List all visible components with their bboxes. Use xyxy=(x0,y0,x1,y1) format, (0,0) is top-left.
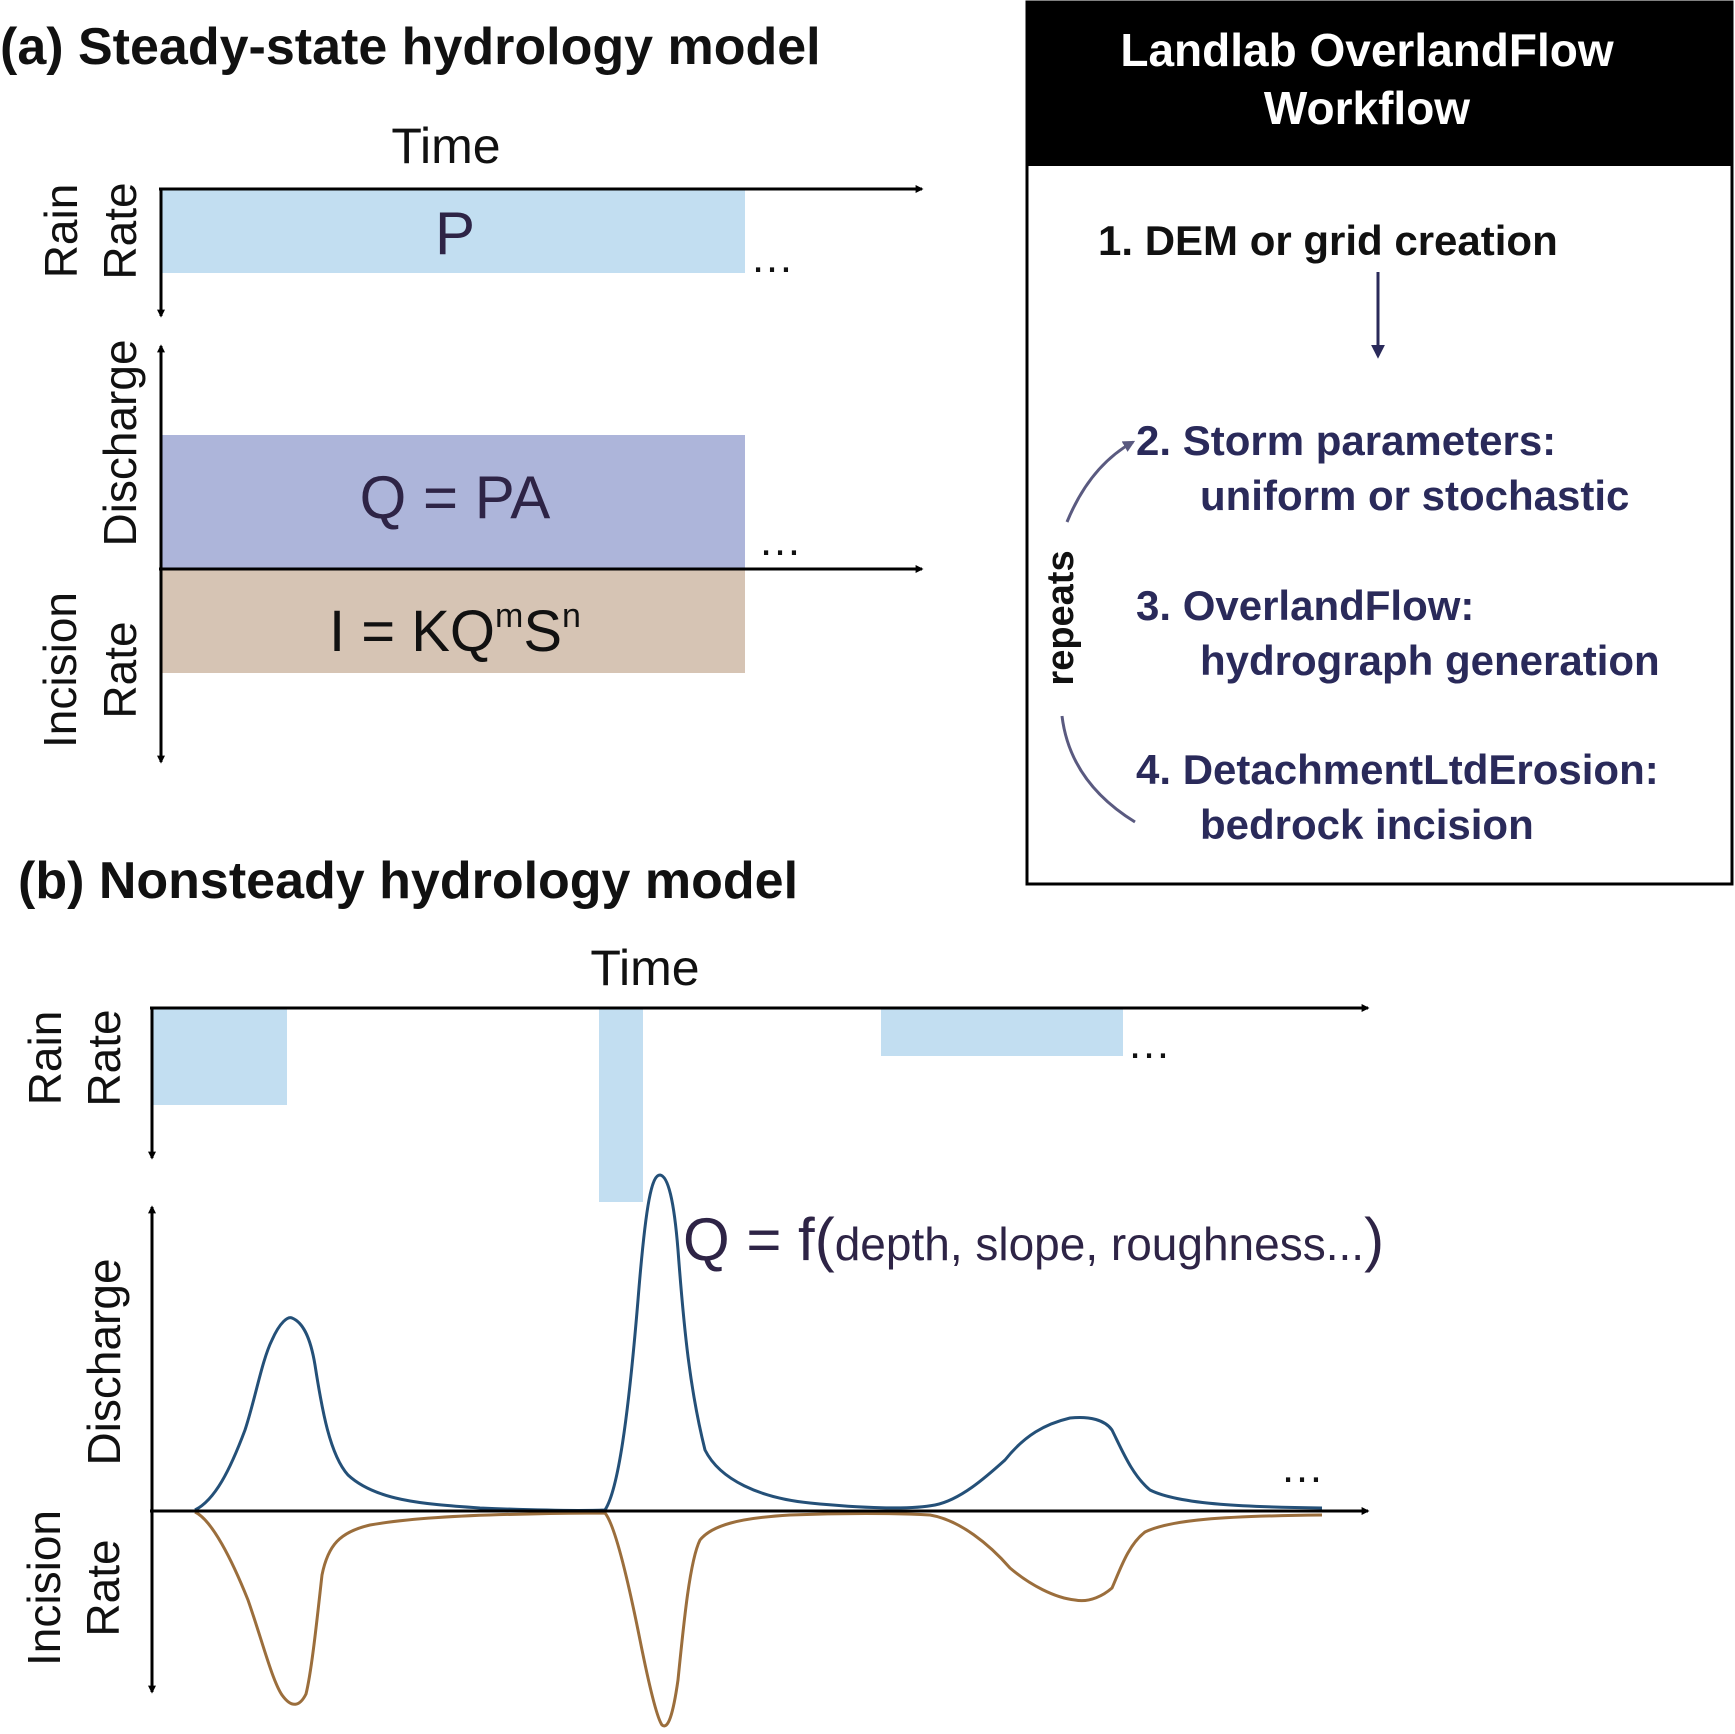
panel-b-hydrograph-curve xyxy=(194,1173,1323,1512)
panel-a-rain-ellipsis: … xyxy=(750,233,794,282)
panel-b-discharge-eq-args: depth, slope, roughness... xyxy=(835,1218,1364,1270)
panel-b-discharge-eq-close: ) xyxy=(1364,1206,1384,1273)
panel-a-discharge-eq: Q = PA xyxy=(360,464,551,531)
panel-a-rain-symbol: P xyxy=(435,200,475,267)
workflow-header-line-1: Landlab OverlandFlow xyxy=(1120,24,1614,76)
workflow-step-1: 1. DEM or grid creation xyxy=(1098,217,1558,264)
panel-a-incision-label-2: Rate xyxy=(94,621,146,718)
panel-a-incision-eq-S: S xyxy=(523,599,562,664)
panel-b-rain-label-1: Rain xyxy=(19,1011,71,1106)
panel-b-rain-label-2: Rate xyxy=(78,1009,130,1106)
workflow-step-3-line-2: hydrograph generation xyxy=(1200,637,1660,684)
workflow-step-3-line-1: 3. OverlandFlow: xyxy=(1136,582,1474,629)
panel-b-incision-label-2: Rate xyxy=(77,1539,129,1636)
workflow-step-2-line-1: 2. Storm parameters: xyxy=(1136,417,1556,464)
panel-b-incision-curve xyxy=(194,1510,1323,1728)
panel-a-title: (a) Steady-state hydrology model xyxy=(0,18,821,76)
panel-a-discharge-label: Discharge xyxy=(94,339,146,546)
panel-a-incision-box xyxy=(161,569,745,673)
workflow-header xyxy=(1027,2,1732,166)
panel-b-time-label: Time xyxy=(590,940,699,996)
workflow-box: Landlab OverlandFlow Workflow 1. DEM or … xyxy=(1025,0,1734,886)
panel-b-rain-bar-2 xyxy=(599,1008,643,1202)
panel-b-rain-bar-1 xyxy=(152,1008,287,1105)
workflow-repeat-arc-lower xyxy=(1060,715,1136,824)
panel-b-incision-label-1: Incision xyxy=(18,1510,70,1666)
workflow-step-4-line-2: bedrock incision xyxy=(1200,801,1534,848)
panel-b-rain-bar-3 xyxy=(881,1008,1123,1056)
panel-b-discharge-eq-main: Q = f( xyxy=(683,1206,835,1273)
panel-a-rain-label-2: Rate xyxy=(94,182,146,279)
workflow-step-4-line-1: 4. DetachmentLtdErosion: xyxy=(1136,746,1659,793)
panel-a-incision-eq-m: m xyxy=(495,597,523,635)
panel-b: (b) Nonsteady hydrology model Time … Rai… xyxy=(18,852,1384,1728)
panel-a-rain-label-1: Rain xyxy=(35,184,87,279)
workflow-repeats-label: repeats xyxy=(1040,550,1082,685)
panel-b-title: (b) Nonsteady hydrology model xyxy=(18,852,798,910)
panel-b-discharge-ellipsis: … xyxy=(1280,1443,1324,1492)
panel-a-time-label: Time xyxy=(391,118,500,174)
panel-b-discharge-label: Discharge xyxy=(78,1258,130,1465)
panel-a-incision-eq-main: I = KQ xyxy=(329,599,495,664)
panel-b-rain-ellipsis: … xyxy=(1127,1019,1171,1068)
panel-a-discharge-ellipsis: … xyxy=(758,516,802,565)
panel-b-discharge-eq: Q = f(depth, slope, roughness...) xyxy=(683,1206,1384,1273)
workflow-header-line-2: Workflow xyxy=(1264,82,1470,134)
panel-a-rain-bar xyxy=(161,189,745,273)
panel-a: (a) Steady-state hydrology model Time P … xyxy=(0,18,924,764)
panel-a-incision-label-1: Incision xyxy=(34,592,86,748)
panel-a-incision-eq-n: n xyxy=(562,597,581,635)
panel-a-incision-eq: I = KQmSn xyxy=(329,597,581,664)
workflow-repeat-arc-upper xyxy=(1065,440,1136,523)
panel-a-discharge-box xyxy=(161,435,745,569)
workflow-step-2-line-2: uniform or stochastic xyxy=(1200,472,1629,519)
